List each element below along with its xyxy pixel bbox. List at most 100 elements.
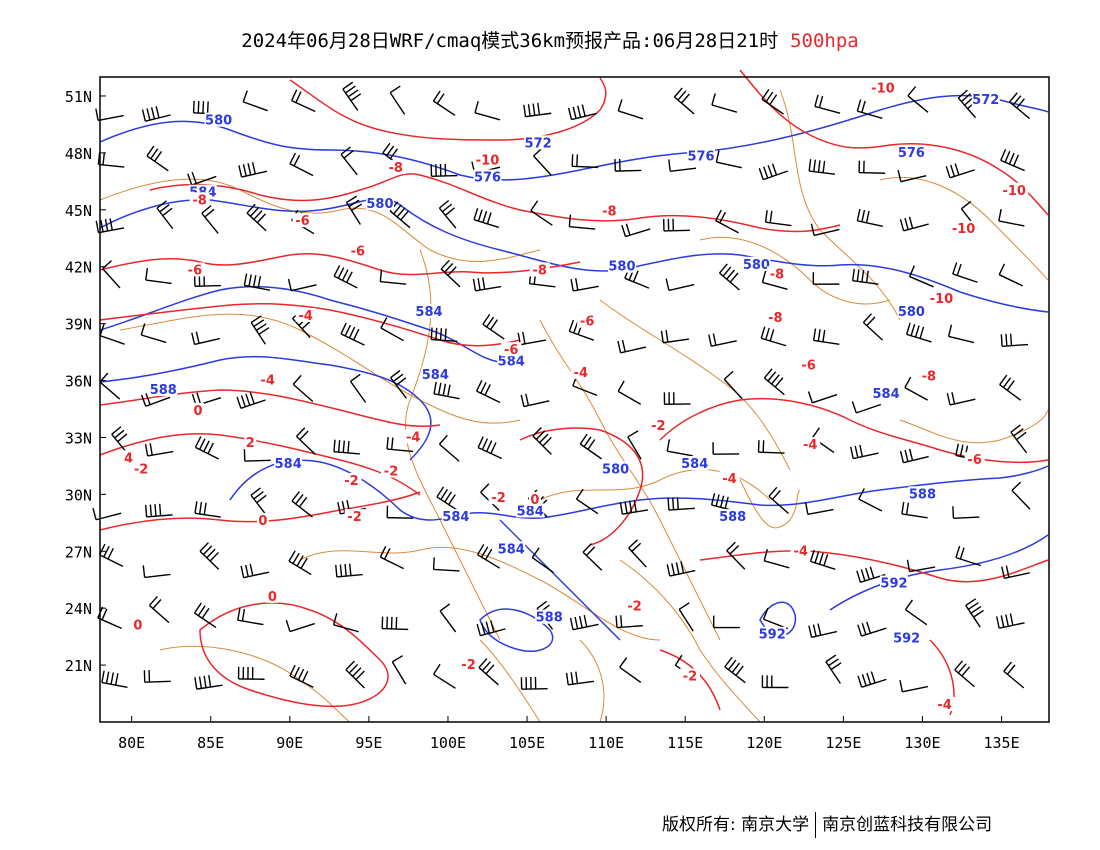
wind-barb (240, 563, 270, 579)
temperature-contour-label: -8 (389, 161, 403, 176)
wind-barb (194, 675, 223, 690)
height-contour-label-bg (687, 148, 716, 163)
wind-barb (804, 502, 834, 516)
chart-title: 2024年06月28日WRF/cmaq模式36km预报产品:06月28日21时 5… (0, 26, 1100, 53)
wind-barb (201, 205, 219, 234)
wind-barb (531, 547, 554, 574)
wind-barb (945, 163, 975, 179)
temperature-contour-label-bg (473, 152, 502, 167)
wind-barb (237, 608, 264, 626)
wind-barb (156, 200, 174, 230)
temperature-contour-label-bg (918, 368, 939, 383)
wind-barb (582, 543, 603, 571)
height-contour-label-bg (897, 304, 926, 319)
height-contour (499, 519, 621, 641)
height-contour-label-bg (601, 461, 630, 476)
temperature-contour (739, 69, 1049, 216)
height-contour-label: 592 (880, 577, 907, 592)
wind-barb (476, 544, 501, 569)
wind-barb (141, 106, 171, 122)
wind-barb (757, 440, 785, 454)
wind-barb (952, 262, 978, 283)
wind-barb (712, 442, 740, 455)
border-line (299, 546, 661, 641)
wind-barb (99, 372, 121, 400)
temperature-contour-label: -4 (406, 430, 420, 445)
height-contour-label: 584 (442, 510, 469, 525)
border-line (539, 469, 771, 501)
temperature-contour-label: -6 (801, 358, 815, 373)
wind-barb (667, 497, 695, 511)
temperature-contour-label-bg (501, 342, 522, 357)
temperature-contour-label-bg (964, 452, 985, 467)
wind-barb (285, 619, 315, 633)
temperature-contour-label-bg (528, 492, 541, 507)
wind-barb (92, 507, 122, 521)
wind-barb (237, 666, 265, 680)
wind-barb (238, 162, 268, 178)
wind-barb (1003, 661, 1025, 689)
wind-barb (438, 434, 460, 462)
wind-barb (430, 163, 458, 177)
temperature-contour-label-bg (257, 372, 278, 387)
wind-barb (97, 152, 125, 168)
wind-barb (673, 87, 695, 115)
wind-barb (391, 655, 407, 685)
border-line (599, 299, 791, 471)
temperature-contour (289, 77, 607, 141)
wind-barb (345, 660, 365, 689)
wind-barb (619, 657, 642, 684)
height-contour (99, 355, 432, 461)
wind-barb (617, 99, 644, 120)
wind-barb (718, 263, 740, 291)
height-contour-label-bg (497, 541, 526, 556)
temperature-contour (99, 491, 421, 531)
height-contour-label: 580 (898, 305, 925, 320)
wind-barb (907, 86, 929, 113)
height-contour-label-bg (473, 169, 502, 184)
wind-barb (333, 439, 360, 455)
temperature-contour-label: -8 (602, 205, 616, 220)
wind-barb (199, 542, 220, 570)
wind-barb (340, 322, 365, 346)
wind-barb (723, 370, 743, 399)
temperature-contour-label: -6 (295, 214, 309, 229)
wind-barb (291, 491, 313, 518)
wind-barb (627, 430, 642, 460)
wind-barb (621, 223, 651, 238)
height-contour-label-bg (204, 112, 233, 127)
wind-barb (761, 89, 784, 115)
height-contour-label: 584 (517, 504, 544, 519)
temperature-contour-label: -10 (930, 292, 954, 307)
lon-tick-label: 115E (667, 734, 703, 752)
wind-barb (660, 330, 690, 344)
temperature-contour-label-bg (488, 490, 509, 505)
temperature-contour-label-bg (458, 657, 479, 672)
height-contour (99, 285, 501, 363)
wind-barb (140, 323, 167, 344)
height-contour-label-bg (758, 626, 787, 641)
wind-barb (144, 443, 174, 457)
wind-barb (857, 671, 887, 688)
temperature-contour-label: -2 (347, 510, 361, 525)
lon-tick-label: 80E (118, 734, 145, 752)
wind-barb (575, 488, 599, 515)
height-contour-label-bg (897, 144, 926, 159)
temperature-contour-label-bg (189, 192, 210, 207)
height-contour-label: 588 (536, 611, 563, 626)
wind-barb (292, 374, 314, 403)
wind-barb (571, 154, 599, 169)
temperature-contour (699, 550, 1049, 583)
height-contour-label-bg (971, 91, 1000, 106)
temperature-contour-label: -4 (260, 374, 274, 389)
wind-barb (432, 90, 456, 117)
temperature-contour-label: -8 (770, 267, 784, 282)
temperature-contour-label-bg (184, 262, 205, 277)
temperature-contour-label-bg (719, 471, 740, 486)
wind-barb (858, 488, 883, 512)
height-contour-label-bg (441, 509, 470, 524)
temperature-contour-label: -8 (922, 370, 936, 385)
wind-barb (295, 427, 316, 455)
wind-barb (946, 392, 976, 406)
wind-barb (899, 679, 928, 693)
